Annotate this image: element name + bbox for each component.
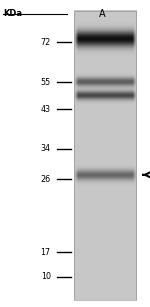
Text: 43: 43 [41, 105, 51, 114]
Bar [74, 10, 136, 300]
Text: 55: 55 [40, 77, 51, 87]
Text: 10: 10 [41, 272, 51, 281]
Text: 72: 72 [40, 38, 51, 47]
Text: KDa: KDa [3, 9, 22, 18]
Text: 34: 34 [41, 144, 51, 154]
Text: 26: 26 [41, 175, 51, 184]
Text: A: A [99, 9, 106, 19]
Text: 17: 17 [41, 248, 51, 257]
